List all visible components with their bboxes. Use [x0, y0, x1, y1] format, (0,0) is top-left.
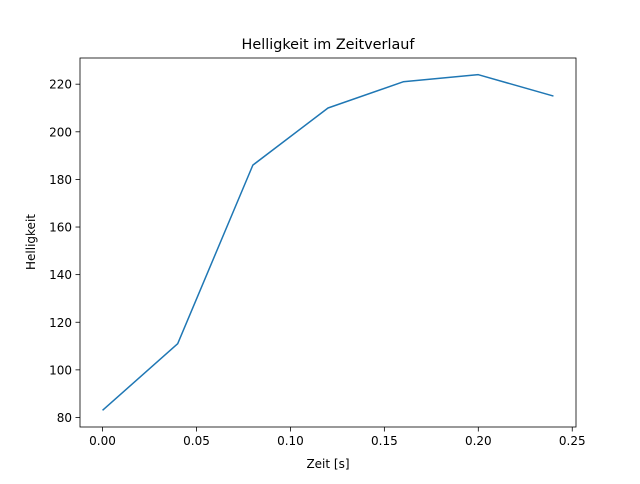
y-tick-label: 180: [49, 173, 72, 187]
y-axis-label: Helligkeit: [24, 214, 38, 270]
y-tick-label: 100: [49, 363, 72, 377]
x-axis-label: Zeit [s]: [306, 457, 349, 471]
x-tick-label: 0.00: [89, 434, 116, 448]
y-tick-label: 160: [49, 221, 72, 235]
y-tick-label: 140: [49, 268, 72, 282]
x-tick-label: 0.10: [277, 434, 304, 448]
y-tick-label: 220: [49, 78, 72, 92]
series-line-helligkeit: [103, 75, 554, 411]
y-tick-label: 120: [49, 316, 72, 330]
y-tick-label: 200: [49, 125, 72, 139]
x-tick-label: 0.25: [559, 434, 586, 448]
x-tick-label: 0.05: [183, 434, 210, 448]
plot-area-frame: [80, 58, 576, 427]
chart-title: Helligkeit im Zeitverlauf: [242, 37, 416, 53]
x-tick-label: 0.20: [465, 434, 492, 448]
x-tick-label: 0.15: [371, 434, 398, 448]
y-tick-label: 80: [57, 411, 72, 425]
